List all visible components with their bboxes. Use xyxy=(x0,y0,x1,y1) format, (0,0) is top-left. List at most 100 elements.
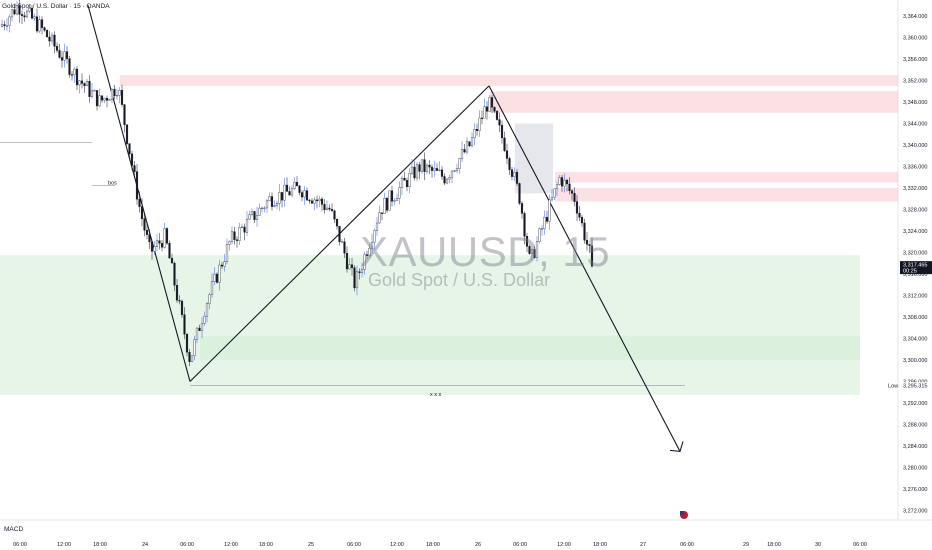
candle-body xyxy=(503,137,506,151)
candle xyxy=(465,137,469,155)
candle xyxy=(20,10,24,24)
candle xyxy=(203,311,206,326)
candle xyxy=(205,301,209,323)
candle-body xyxy=(435,168,439,171)
candle xyxy=(160,240,164,252)
candle xyxy=(155,233,159,252)
price-tick-label: 3,344.000 xyxy=(903,122,927,128)
price-tick-label: 3,308.000 xyxy=(903,315,927,321)
candle-body xyxy=(388,190,391,211)
candle xyxy=(555,181,559,197)
candle xyxy=(570,189,574,201)
price-tick-label: 3,276.000 xyxy=(903,487,927,493)
candle xyxy=(408,168,411,194)
candle-body xyxy=(115,95,119,97)
candle xyxy=(510,167,514,181)
candle-body xyxy=(125,124,129,144)
candle-body xyxy=(305,190,309,201)
candle-body xyxy=(163,228,166,248)
candle-body xyxy=(323,204,326,210)
candle-body xyxy=(255,215,259,220)
candle xyxy=(105,95,109,108)
candle-body xyxy=(493,107,496,112)
candle-body xyxy=(150,241,154,252)
candle-body xyxy=(528,246,531,254)
price-tick-label: 3,328.000 xyxy=(903,208,927,214)
candle-body xyxy=(475,129,479,131)
candle xyxy=(35,8,39,34)
candle xyxy=(153,241,156,255)
candle-body xyxy=(253,211,256,220)
candle-body xyxy=(108,99,111,101)
candle xyxy=(168,240,171,259)
candle-body xyxy=(558,177,561,185)
candle xyxy=(585,232,589,251)
candle-body xyxy=(135,171,139,200)
candle-body xyxy=(38,19,41,32)
candle-body xyxy=(563,179,566,187)
time-tick-label: 18:00 xyxy=(426,542,440,548)
candle-body xyxy=(573,193,576,202)
candle-body xyxy=(258,207,261,216)
candle-body xyxy=(483,106,486,119)
candle xyxy=(273,200,276,208)
candle-body xyxy=(488,97,491,112)
candle xyxy=(533,245,536,259)
candle-body xyxy=(303,190,306,198)
candle xyxy=(183,307,186,340)
candle xyxy=(258,203,261,216)
candle xyxy=(553,188,556,201)
candle xyxy=(348,258,351,270)
candle-body xyxy=(285,184,289,192)
candle xyxy=(530,248,534,261)
candle-body xyxy=(568,183,571,191)
candle xyxy=(390,185,394,207)
candle xyxy=(383,192,386,214)
candle xyxy=(28,4,31,14)
candle xyxy=(300,190,304,202)
candle xyxy=(270,192,274,211)
candle xyxy=(188,348,191,367)
candle-body xyxy=(175,285,179,301)
candle-body xyxy=(430,166,434,171)
candle xyxy=(193,335,196,361)
candle xyxy=(118,87,121,104)
candle-body xyxy=(548,199,551,222)
candle-body xyxy=(158,240,161,244)
candle xyxy=(450,170,454,184)
price-tick-label: 3,348.000 xyxy=(903,100,927,106)
candle xyxy=(15,1,19,16)
candle xyxy=(240,223,244,229)
candle xyxy=(430,164,434,178)
time-tick-label: 06:00 xyxy=(680,542,694,548)
candle xyxy=(215,272,219,284)
candle xyxy=(410,159,414,176)
candle-body xyxy=(575,201,579,214)
candle xyxy=(403,172,406,181)
candle-body xyxy=(545,216,549,222)
candle-body xyxy=(588,244,591,246)
candle-body xyxy=(353,267,356,289)
candle-body xyxy=(110,88,114,100)
candle xyxy=(120,84,124,107)
candle xyxy=(320,196,324,212)
candle-body xyxy=(80,80,84,84)
candle-body xyxy=(525,236,529,247)
candle xyxy=(420,159,424,175)
candle xyxy=(75,65,79,90)
watermark-description: Gold Spot / U.S. Dollar xyxy=(368,270,551,290)
candle-body xyxy=(95,90,99,107)
candle-body xyxy=(190,355,194,362)
candle-body xyxy=(208,294,211,304)
candle xyxy=(513,167,516,182)
candle xyxy=(528,244,531,255)
candle xyxy=(280,192,284,208)
candle xyxy=(313,197,316,211)
candle xyxy=(435,163,439,171)
candle xyxy=(323,199,326,214)
candle xyxy=(488,95,491,112)
candle xyxy=(23,12,26,22)
candle xyxy=(213,267,216,286)
